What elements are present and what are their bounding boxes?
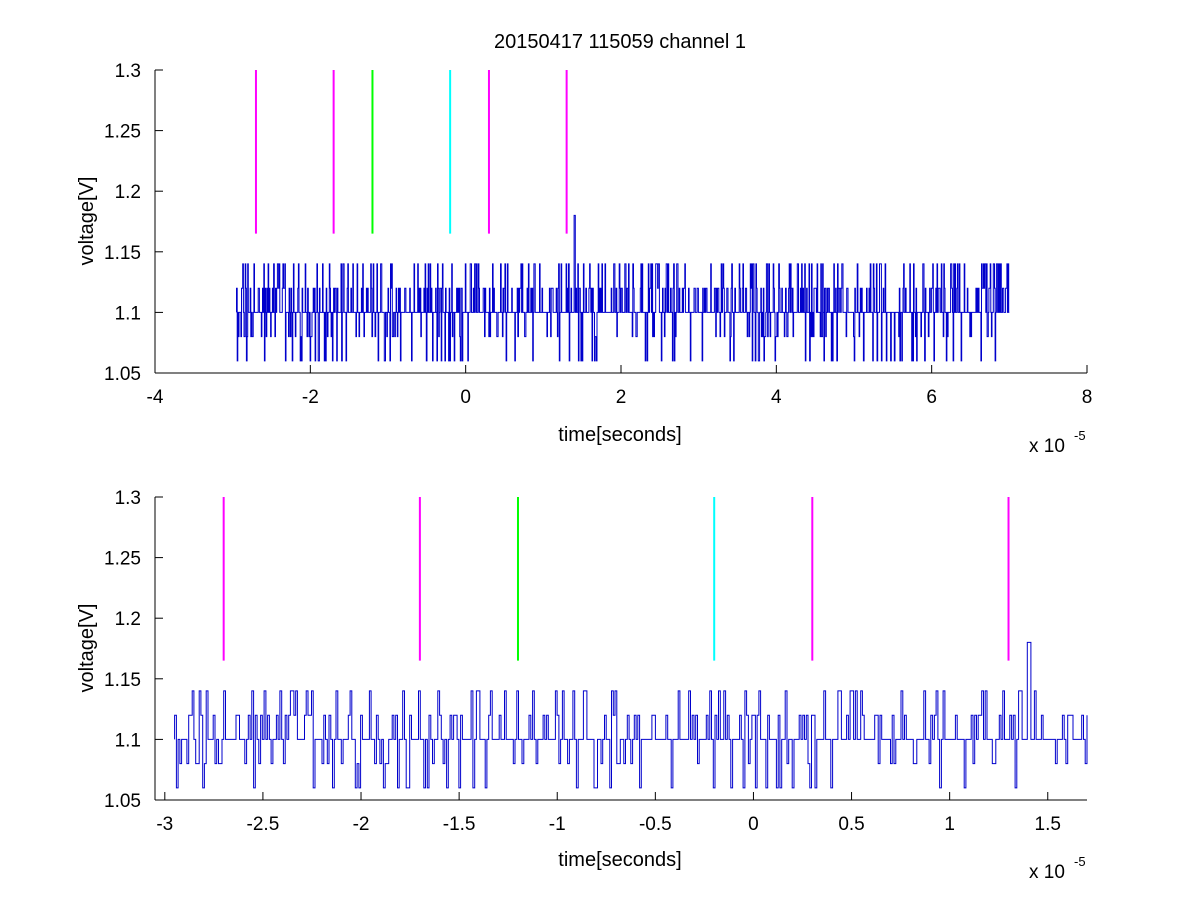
y-tick-label: 1.3 bbox=[115, 61, 141, 82]
bottom-series bbox=[174, 641, 1088, 789]
x-tick-label: -2 bbox=[302, 387, 319, 408]
x-tick-label: 4 bbox=[771, 387, 782, 408]
x-tick-label: 6 bbox=[926, 387, 937, 408]
y-tick-label: 1.25 bbox=[104, 549, 141, 570]
x-tick-label: 1.5 bbox=[1035, 814, 1061, 835]
y-tick-label: 1.15 bbox=[104, 243, 141, 264]
top-y-axis-label: voltage[V] bbox=[76, 177, 98, 266]
voltage-trace bbox=[174, 641, 1088, 789]
x-tick-label: 0 bbox=[748, 814, 759, 835]
x-tick-label: -0.5 bbox=[639, 814, 672, 835]
y-tick-label: 1.15 bbox=[104, 670, 141, 691]
y-tick-label: 1.05 bbox=[104, 364, 141, 385]
x-tick-label: 8 bbox=[1082, 387, 1093, 408]
y-tick-label: 1.1 bbox=[115, 303, 141, 324]
voltage-trace bbox=[236, 214, 1010, 362]
y-tick-label: 1.05 bbox=[104, 791, 141, 812]
bottom-x-multiplier-base: x 10 bbox=[1029, 862, 1065, 883]
x-tick-label: -1.5 bbox=[443, 814, 476, 835]
top-x-ticks: -4 -2 0 2 4 6 8 bbox=[147, 365, 1093, 408]
top-x-multiplier-base: x 10 bbox=[1029, 436, 1065, 457]
top-marker-lines bbox=[254, 70, 568, 234]
top-y-ticks: 1.05 1.1 1.15 1.2 1.25 1.3 bbox=[104, 61, 163, 385]
x-tick-label: 2 bbox=[616, 387, 627, 408]
bottom-x-axis-label: time[seconds] bbox=[558, 849, 681, 871]
chart-title: 20150417 115059 channel 1 bbox=[494, 31, 746, 53]
top-chart: 20150417 115059 channel 1 -4 -2 0 2 4 6 8 1.05… bbox=[76, 31, 1092, 457]
top-x-axis-label: time[seconds] bbox=[558, 424, 681, 446]
x-tick-label: 0.5 bbox=[838, 814, 864, 835]
x-tick-label: -2.5 bbox=[247, 814, 280, 835]
top-series bbox=[236, 214, 1010, 362]
top-x-multiplier: x 10 -5 bbox=[1029, 428, 1086, 457]
bottom-x-multiplier-exponent: -5 bbox=[1074, 854, 1086, 869]
bottom-marker-lines bbox=[222, 497, 1010, 661]
x-tick-label: 1 bbox=[944, 814, 955, 835]
bottom-y-ticks: 1.05 1.1 1.15 1.2 1.25 1.3 bbox=[104, 488, 163, 812]
bottom-x-ticks: -3 -2.5 -2 -1.5 -1 -0.5 0 0.5 1 1.5 bbox=[156, 792, 1061, 835]
x-tick-label: -4 bbox=[147, 387, 164, 408]
bottom-y-axis-label: voltage[V] bbox=[76, 604, 98, 693]
bottom-chart: -3 -2.5 -2 -1.5 -1 -0.5 0 0.5 1 1.5 1.051.11.151.… bbox=[76, 488, 1088, 883]
y-tick-label: 1.25 bbox=[104, 122, 141, 143]
bottom-x-multiplier: x 10 -5 bbox=[1029, 854, 1086, 883]
y-tick-label: 1.1 bbox=[115, 730, 141, 751]
y-tick-label: 1.2 bbox=[115, 609, 141, 630]
x-tick-label: -2 bbox=[353, 814, 370, 835]
y-tick-label: 1.3 bbox=[115, 488, 141, 509]
x-tick-label: -3 bbox=[156, 814, 173, 835]
x-tick-label: -1 bbox=[549, 814, 566, 835]
x-tick-label: 0 bbox=[460, 387, 471, 408]
top-x-multiplier-exponent: -5 bbox=[1074, 428, 1086, 443]
y-tick-label: 1.2 bbox=[115, 182, 141, 203]
